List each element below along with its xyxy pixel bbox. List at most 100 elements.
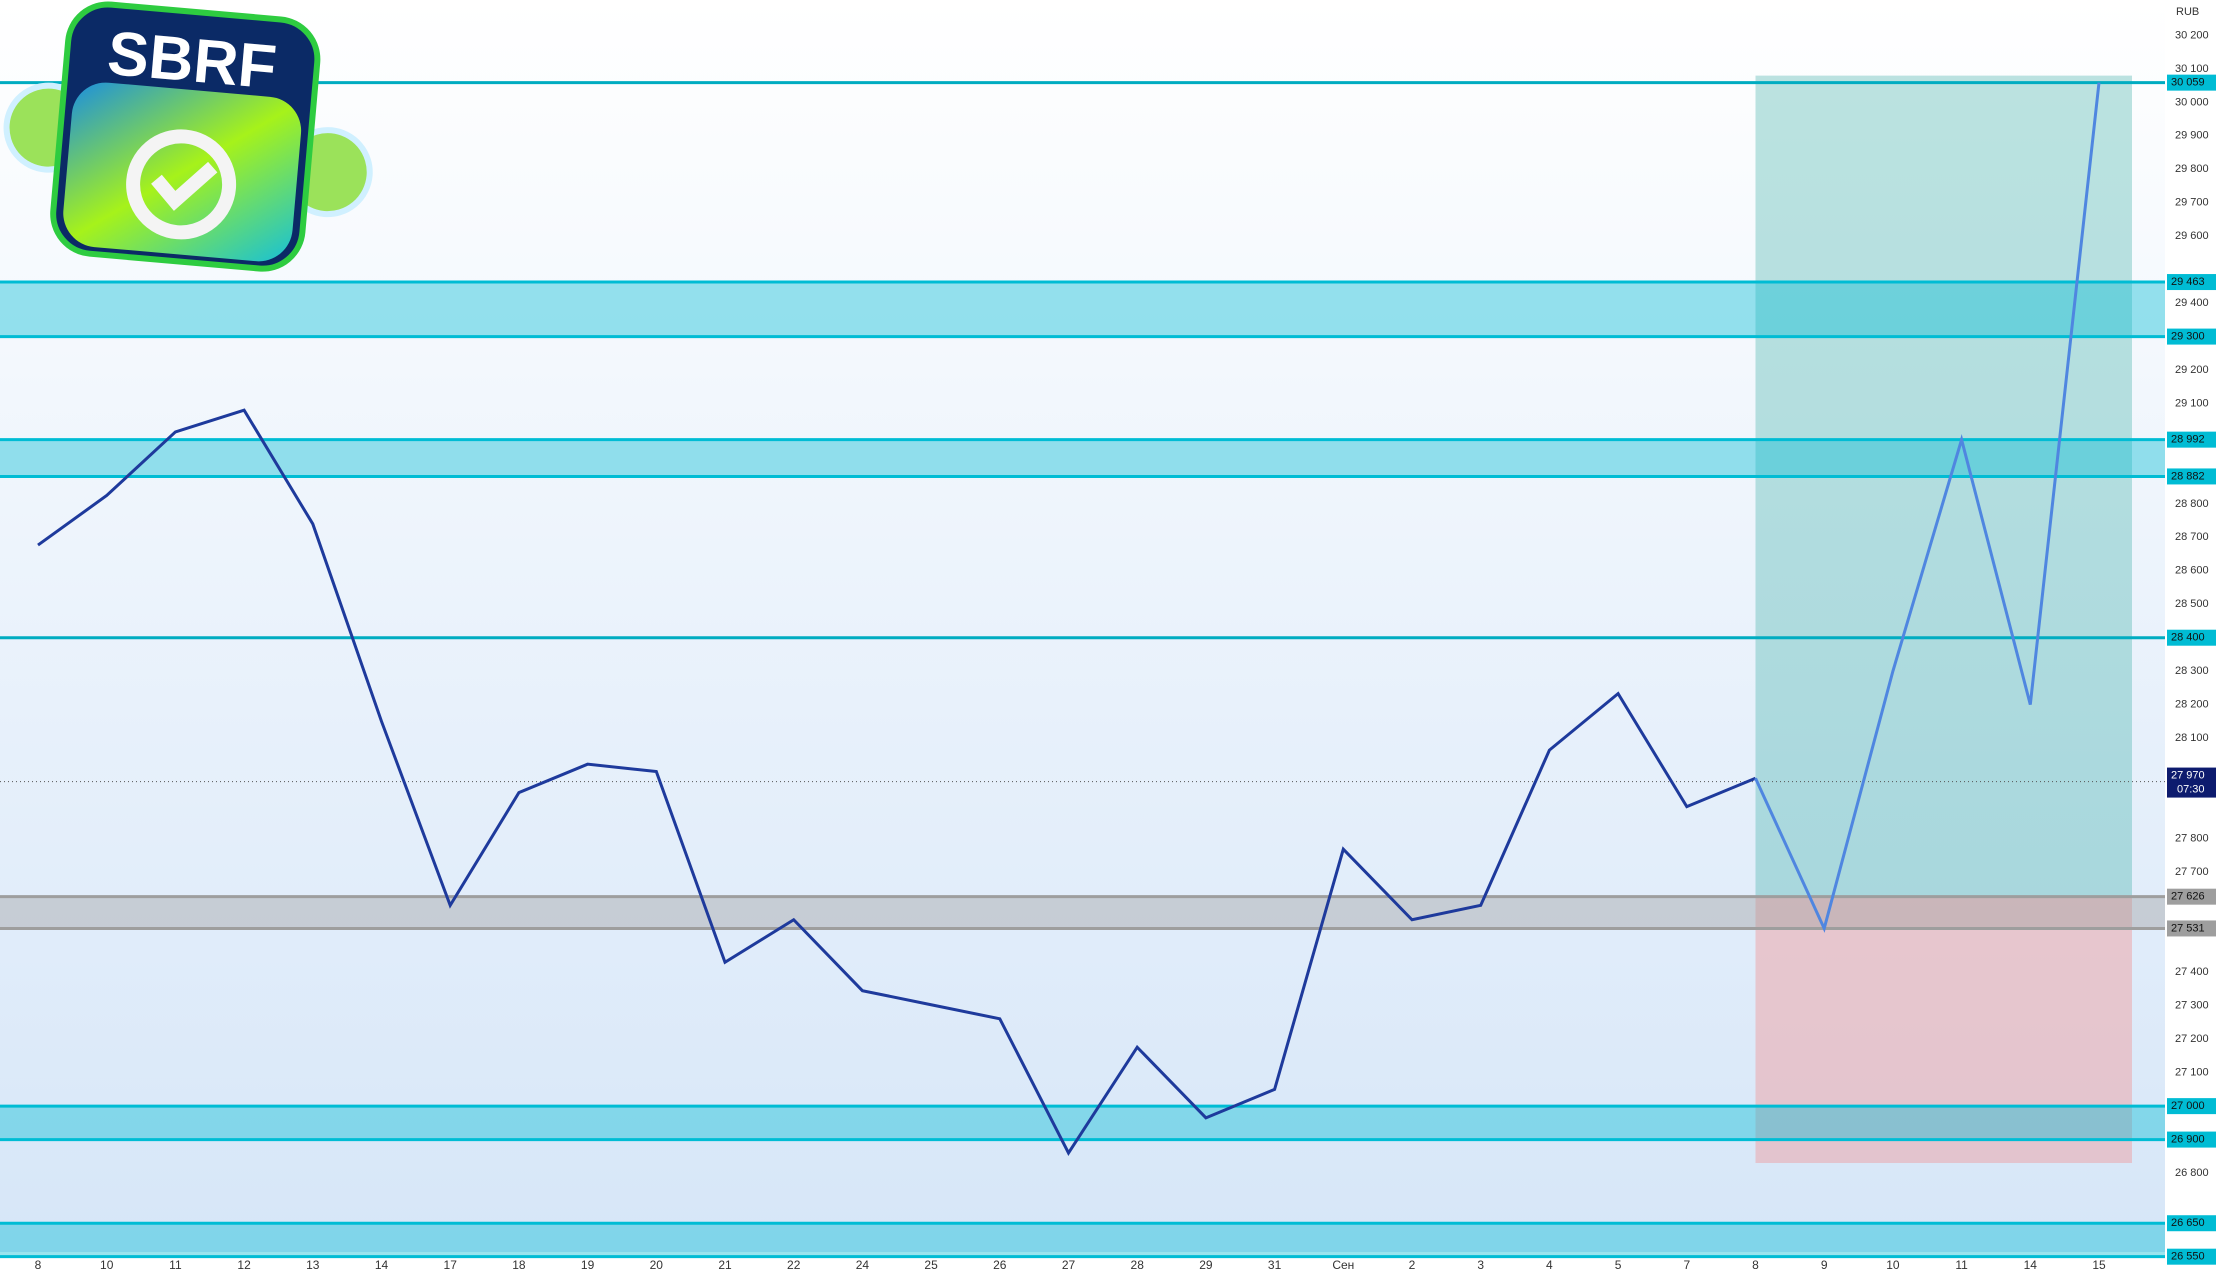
x-tick-label: 29 (1199, 1258, 1213, 1272)
layers (0, 75, 2165, 1259)
x-tick-label: 5 (1615, 1258, 1622, 1272)
y-tick-label: 28 700 (2175, 531, 2209, 543)
zone (0, 1106, 2165, 1140)
x-tick-label: 22 (787, 1258, 801, 1272)
price-tag-label: 27 626 (2171, 891, 2205, 903)
logo: SBRF (3, 1, 373, 272)
y-tick-label: 28 200 (2175, 699, 2209, 711)
current-time-label: 07:30 (2177, 783, 2205, 795)
y-tick-label: 28 600 (2175, 565, 2209, 577)
price-tag-label: 26 650 (2171, 1217, 2205, 1229)
x-tick-label: 10 (100, 1258, 114, 1272)
zone (0, 439, 2165, 477)
y-tick-label: 28 100 (2175, 732, 2209, 744)
x-tick-label: 4 (1546, 1258, 1553, 1272)
logo-text: SBRF (105, 19, 279, 102)
zone (0, 282, 2165, 337)
price-tag (2167, 328, 2216, 345)
x-tick-label: 10 (1886, 1258, 1900, 1272)
price-tag (2167, 1215, 2216, 1232)
y-tick-label: 27 300 (2175, 1000, 2209, 1012)
y-tick-label: 28 800 (2175, 498, 2209, 510)
price-line (1754, 82, 2101, 933)
x-tick-label: 21 (718, 1258, 732, 1272)
stop-zone (1755, 896, 2132, 1164)
logo-body (63, 82, 302, 262)
target-zone (1755, 75, 2132, 897)
price-tag-label: 26 900 (2171, 1133, 2205, 1145)
x-tick-label: 14 (375, 1258, 389, 1272)
price-tag-label: 28 882 (2171, 470, 2205, 482)
x-tick-label: 9 (1821, 1258, 1828, 1272)
y-tick-label: 29 400 (2175, 297, 2209, 309)
y-tick-label: 29 600 (2175, 230, 2209, 242)
x-tick-label: 2 (1409, 1258, 1416, 1272)
price-tag (2167, 1098, 2216, 1115)
y-tick-label: 28 500 (2175, 598, 2209, 610)
price-tag (2167, 74, 2216, 91)
price-tag (2167, 888, 2216, 905)
x-tick-label: 7 (1683, 1258, 1690, 1272)
y-tick-label: 29 800 (2175, 163, 2209, 175)
x-tick-label: 27 (1062, 1258, 1076, 1272)
currency[interactable]: RUB (2176, 6, 2199, 18)
price-tag-label: 28 400 (2171, 632, 2205, 644)
x-tick-label: 18 (512, 1258, 526, 1272)
y-tick-label: 30 000 (2175, 96, 2209, 108)
price-tag (2167, 920, 2216, 937)
y-tick-label: 27 400 (2175, 966, 2209, 978)
y-tick-label: 27 200 (2175, 1033, 2209, 1045)
x-tick-label: Сен (1332, 1258, 1354, 1272)
current-price-label: 27 970 (2171, 769, 2205, 781)
y-tick-label: 27 800 (2175, 832, 2209, 844)
price-tag-label: 28 992 (2171, 434, 2205, 446)
x-tick-label: 8 (1752, 1258, 1759, 1272)
y-tick-label: 29 900 (2175, 130, 2209, 142)
y-tick-label: 29 200 (2175, 364, 2209, 376)
price-tag-label: 30 059 (2171, 77, 2205, 89)
y-tick-label: 29 100 (2175, 397, 2209, 409)
x-tick-label: 8 (35, 1258, 42, 1272)
price-tag (2167, 1131, 2216, 1148)
x-tick-label: 17 (444, 1258, 458, 1272)
price-tag-label: 29 300 (2171, 330, 2205, 342)
x-tick-label: 20 (650, 1258, 664, 1272)
x-tick-label: 13 (306, 1258, 320, 1272)
price-tag (2167, 431, 2216, 448)
x-tick-label: 28 (1131, 1258, 1145, 1272)
x-tick-label: 12 (237, 1258, 251, 1272)
x-tick-label: 15 (2092, 1258, 2106, 1272)
current-price-tag (2167, 767, 2216, 798)
y-tick-label: 27 700 (2175, 866, 2209, 878)
price-tag (2167, 1248, 2216, 1265)
y-tick-label: 30 100 (2175, 63, 2209, 75)
price-tag (2167, 274, 2216, 291)
x-tick-label: 19 (581, 1258, 595, 1272)
logo-icon (126, 129, 237, 240)
price-line (37, 408, 1757, 1156)
x-tick-label: 14 (2024, 1258, 2038, 1272)
logo-check (151, 161, 218, 211)
price-tag-label: 27 531 (2171, 922, 2205, 934)
zone (0, 896, 2165, 929)
x-tick-label: 3 (1477, 1258, 1484, 1272)
x-tick-label: 31 (1268, 1258, 1282, 1272)
price-tag-label: 26 550 (2171, 1251, 2205, 1263)
y-tick-label: 29 700 (2175, 197, 2209, 209)
x-tick-label: 24 (856, 1258, 870, 1272)
plot-background (0, 0, 2165, 1252)
x-tick-label: 11 (1955, 1258, 1968, 1272)
price-tag-label: 29 463 (2171, 276, 2205, 288)
price-tag (2167, 629, 2216, 646)
x-tick-label: 26 (993, 1258, 1007, 1272)
price-tag-label: 27 000 (2171, 1100, 2205, 1112)
x-tick-label: 11 (169, 1258, 182, 1272)
y-tick-label: 28 300 (2175, 665, 2209, 677)
price-tag (2167, 468, 2216, 485)
y-tick-label: 26 800 (2175, 1167, 2209, 1179)
x-tick-label: 25 (924, 1258, 938, 1272)
y-tick-label: 27 100 (2175, 1067, 2209, 1079)
y-tick-label: 30 200 (2175, 29, 2209, 41)
